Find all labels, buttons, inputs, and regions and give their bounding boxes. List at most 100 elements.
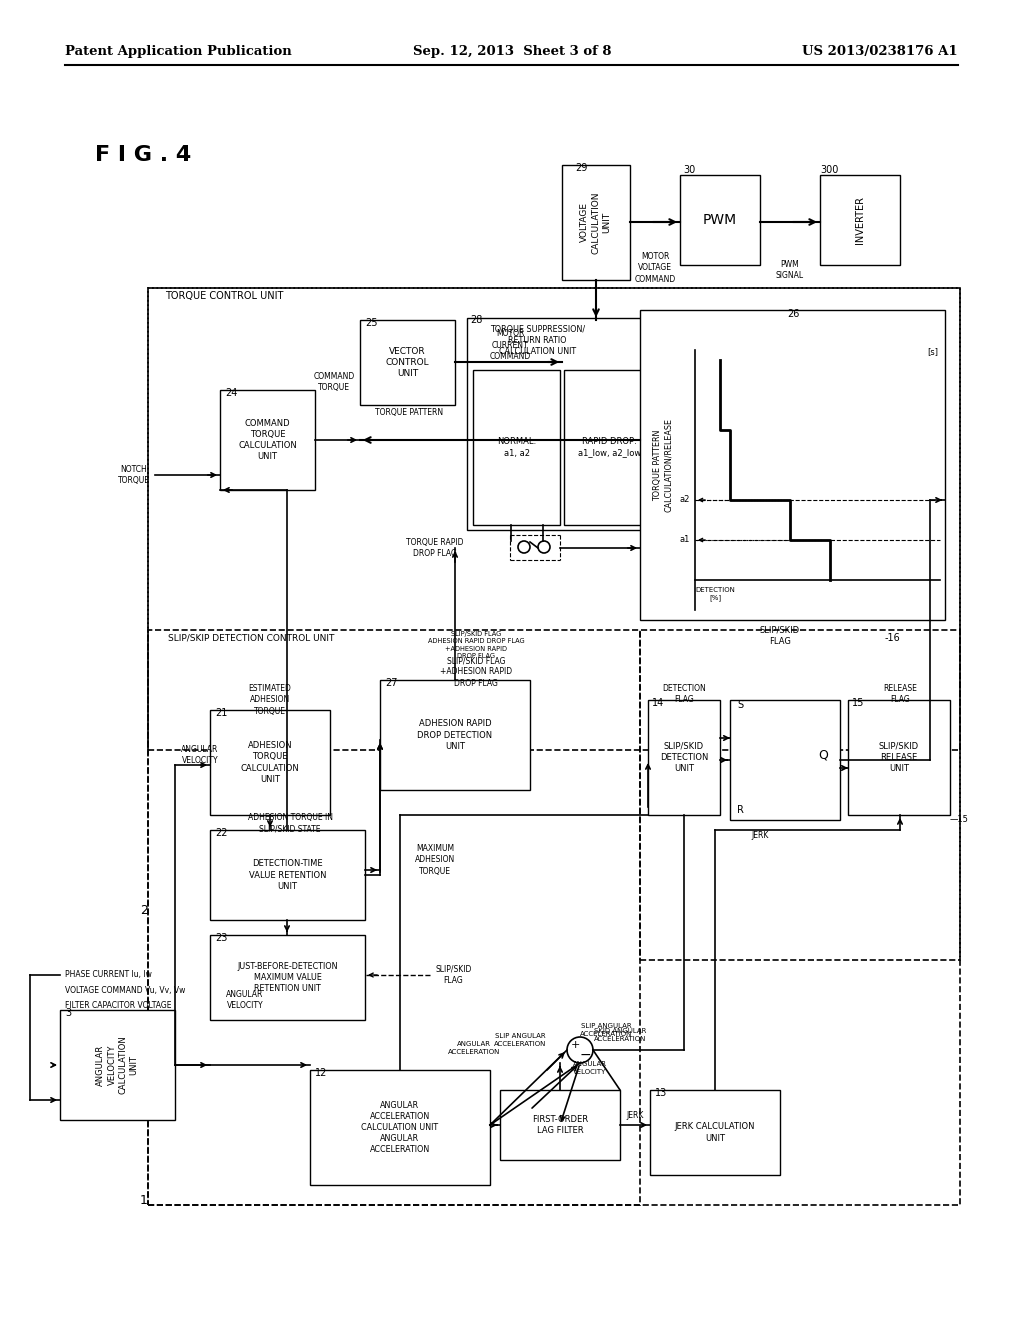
- Text: 12: 12: [315, 1068, 328, 1078]
- Text: 22: 22: [215, 828, 227, 838]
- Text: US 2013/0238176 A1: US 2013/0238176 A1: [803, 45, 958, 58]
- Text: ADHESION TORQUE IN
SLIP/SKID STATE: ADHESION TORQUE IN SLIP/SKID STATE: [248, 813, 333, 833]
- Text: SLIP/SKID FLAG
+ADHESION RAPID
DROP FLAG: SLIP/SKID FLAG +ADHESION RAPID DROP FLAG: [440, 656, 512, 688]
- Bar: [210, 710, 330, 814]
- Text: ANGULAR
ACCELERATION
CALCULATION UNIT
ANGULAR
ACCELERATION: ANGULAR ACCELERATION CALCULATION UNIT AN…: [361, 1101, 438, 1154]
- Bar: [848, 700, 950, 814]
- Text: 23: 23: [215, 933, 227, 942]
- Text: SLIP ANGULAR
ACCELERATION: SLIP ANGULAR ACCELERATION: [580, 1023, 633, 1036]
- Text: ESTIMATED
ADHESION
TORQUE: ESTIMATED ADHESION TORQUE: [249, 684, 292, 715]
- Text: TORQUE RAPID
DROP FLAG: TORQUE RAPID DROP FLAG: [407, 539, 464, 558]
- Bar: [640, 310, 945, 620]
- Text: 1: 1: [140, 1193, 148, 1206]
- Text: ADHESION
TORQUE
CALCULATION
UNIT: ADHESION TORQUE CALCULATION UNIT: [241, 742, 299, 784]
- Bar: [360, 319, 455, 405]
- Bar: [500, 1090, 620, 1160]
- Text: R: R: [737, 805, 743, 814]
- Bar: [148, 630, 640, 1205]
- Text: TORQUE SUPPRESSION/
RETURN RATIO
CALCULATION UNIT: TORQUE SUPPRESSION/ RETURN RATIO CALCULA…: [490, 325, 585, 356]
- Text: COMMAND
TORQUE
CALCULATION
UNIT: COMMAND TORQUE CALCULATION UNIT: [239, 418, 297, 461]
- Text: ANGULAR
VELOCITY: ANGULAR VELOCITY: [226, 990, 264, 1010]
- Text: 300: 300: [820, 165, 839, 176]
- Text: VOLTAGE COMMAND Vu, Vv, Vw: VOLTAGE COMMAND Vu, Vv, Vw: [65, 986, 185, 994]
- Bar: [148, 288, 961, 1205]
- Text: SLIP/SKIP DETECTION CONTROL UNIT: SLIP/SKIP DETECTION CONTROL UNIT: [168, 634, 335, 643]
- Text: 2: 2: [140, 903, 148, 916]
- Bar: [220, 389, 315, 490]
- Text: VECTOR
CONTROL
UNIT: VECTOR CONTROL UNIT: [386, 347, 429, 378]
- Text: −: −: [580, 1048, 591, 1063]
- Text: TORQUE PATTERN: TORQUE PATTERN: [375, 408, 443, 417]
- Text: JERK: JERK: [752, 830, 769, 840]
- Text: ANGULAR
VELOCITY
CALCULATION
UNIT: ANGULAR VELOCITY CALCULATION UNIT: [96, 1036, 138, 1094]
- Text: PWM
SIGNAL: PWM SIGNAL: [776, 260, 804, 280]
- Text: a1: a1: [680, 536, 690, 544]
- Text: 14: 14: [652, 698, 665, 708]
- Bar: [310, 1071, 490, 1185]
- Text: SLIP/SKID
RELEASE
UNIT: SLIP/SKID RELEASE UNIT: [879, 742, 920, 774]
- Text: PWM: PWM: [702, 213, 737, 227]
- Text: JERK CALCULATION
UNIT: JERK CALCULATION UNIT: [675, 1122, 756, 1143]
- Text: 3: 3: [65, 1008, 71, 1018]
- Text: INVERTER: INVERTER: [855, 195, 865, 244]
- Text: ANGULAR
VELOCITY: ANGULAR VELOCITY: [573, 1061, 607, 1074]
- Text: a2: a2: [680, 495, 690, 504]
- Bar: [467, 318, 660, 531]
- Text: Q: Q: [818, 748, 828, 762]
- Text: COMMAND
TORQUE: COMMAND TORQUE: [313, 372, 355, 392]
- Bar: [680, 176, 760, 265]
- Text: 28: 28: [470, 315, 482, 325]
- Text: NOTCH
TORQUE: NOTCH TORQUE: [118, 465, 150, 484]
- Text: MAXIMUM
ADHESION
TORQUE: MAXIMUM ADHESION TORQUE: [415, 845, 455, 875]
- Bar: [562, 165, 630, 280]
- Text: NORMAL:
a1, a2: NORMAL: a1, a2: [497, 437, 537, 458]
- Text: FILTER CAPACITOR VOLTAGE: FILTER CAPACITOR VOLTAGE: [65, 1001, 171, 1010]
- Text: Patent Application Publication: Patent Application Publication: [65, 45, 292, 58]
- Text: DETECTION
[%]: DETECTION [%]: [695, 587, 735, 601]
- Text: SLIP/SKID
FLAG: SLIP/SKID FLAG: [760, 626, 800, 645]
- Text: MOTOR
CURRENT
COMMAND: MOTOR CURRENT COMMAND: [489, 330, 530, 360]
- Text: MOTOR
VOLTAGE
COMMAND: MOTOR VOLTAGE COMMAND: [635, 252, 676, 284]
- Bar: [60, 1010, 175, 1119]
- Text: TORQUE PATTERN
CALCULATION/RELEASE: TORQUE PATTERN CALCULATION/RELEASE: [653, 418, 673, 512]
- Text: Sep. 12, 2013  Sheet 3 of 8: Sep. 12, 2013 Sheet 3 of 8: [413, 45, 611, 58]
- Text: 29: 29: [575, 162, 588, 173]
- Text: F I G . 4: F I G . 4: [95, 145, 191, 165]
- Bar: [820, 176, 900, 265]
- Text: SLIP/SKID
DETECTION
UNIT: SLIP/SKID DETECTION UNIT: [659, 742, 709, 774]
- Text: 15: 15: [852, 698, 864, 708]
- Text: SLIP/SKID FLAG
ADHESION RAPID DROP FLAG
+ADHESION RAPID
DROP FLAG: SLIP/SKID FLAG ADHESION RAPID DROP FLAG …: [428, 631, 524, 659]
- Bar: [640, 630, 961, 960]
- Text: JUST-BEFORE-DETECTION
MAXIMUM VALUE
RETENTION UNIT: JUST-BEFORE-DETECTION MAXIMUM VALUE RETE…: [238, 962, 338, 993]
- Text: 30: 30: [683, 165, 695, 176]
- Text: —15: —15: [950, 816, 969, 825]
- Text: JERK: JERK: [627, 1110, 644, 1119]
- Text: -16: -16: [885, 634, 901, 643]
- Text: VOLTAGE
CALCULATION
UNIT: VOLTAGE CALCULATION UNIT: [581, 191, 611, 253]
- Bar: [648, 700, 720, 814]
- Text: DETECTION-TIME
VALUE RETENTION
UNIT: DETECTION-TIME VALUE RETENTION UNIT: [249, 859, 327, 891]
- Text: 25: 25: [365, 318, 378, 327]
- Bar: [473, 370, 560, 525]
- Bar: [380, 680, 530, 789]
- Bar: [650, 1090, 780, 1175]
- Text: 27: 27: [385, 678, 397, 688]
- Bar: [148, 288, 961, 750]
- Text: ANGULAR
ACCELERATION: ANGULAR ACCELERATION: [447, 1041, 500, 1055]
- Text: RELEASE
FLAG: RELEASE FLAG: [883, 684, 916, 704]
- Text: TORQUE CONTROL UNIT: TORQUE CONTROL UNIT: [165, 290, 284, 301]
- Bar: [730, 700, 840, 820]
- Text: SLIP ANGULAR
ACCELERATION: SLIP ANGULAR ACCELERATION: [494, 1034, 546, 1047]
- Text: 21: 21: [215, 708, 227, 718]
- Text: PHASE CURRENT Iu, Iw: PHASE CURRENT Iu, Iw: [65, 970, 152, 979]
- Text: RAPID DROP:
a1_low, a2_low: RAPID DROP: a1_low, a2_low: [578, 437, 641, 458]
- Text: 26: 26: [787, 309, 800, 319]
- Text: S: S: [737, 700, 743, 710]
- Text: SKID ANGULAR
ACCELERATION: SKID ANGULAR ACCELERATION: [594, 1028, 646, 1041]
- Text: FIRST-ORDER
LAG FILTER: FIRST-ORDER LAG FILTER: [531, 1115, 588, 1135]
- Bar: [210, 830, 365, 920]
- Text: [s]: [s]: [927, 347, 938, 356]
- Text: DETECTION
FLAG: DETECTION FLAG: [663, 684, 706, 704]
- Text: 13: 13: [655, 1088, 668, 1098]
- Bar: [210, 935, 365, 1020]
